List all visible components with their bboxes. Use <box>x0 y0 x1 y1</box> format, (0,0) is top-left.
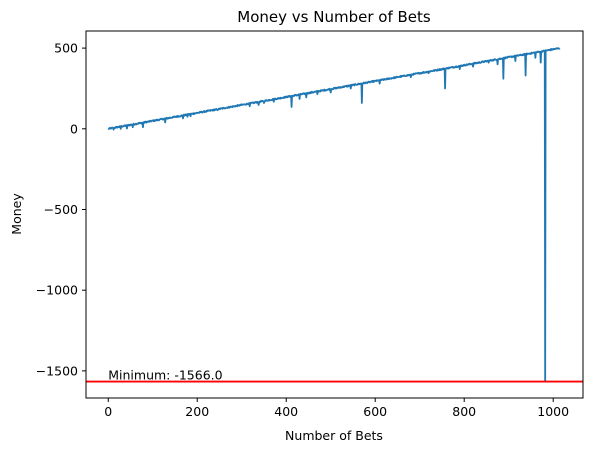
x-axis-ticks: 0 200 400 600 800 1000 <box>104 398 569 419</box>
y-tick-label: −500 <box>44 202 78 217</box>
y-tick-label: −1000 <box>36 283 78 298</box>
y-tick-label: 0 <box>70 121 78 136</box>
x-tick-label: 200 <box>185 404 209 419</box>
plot-frame <box>85 30 584 399</box>
x-tick-label: 800 <box>452 404 476 419</box>
y-axis-label: Money <box>9 193 24 235</box>
y-tick-label: −1500 <box>36 363 78 378</box>
x-tick-label: 400 <box>274 404 298 419</box>
chart-title: Money vs Number of Bets <box>237 8 431 26</box>
x-axis-label: Number of Bets <box>285 428 383 443</box>
y-tick-label: 500 <box>54 41 78 56</box>
x-tick-label: 600 <box>363 404 387 419</box>
series-layer <box>107 47 561 383</box>
series-line-0 <box>107 47 561 383</box>
x-tick-label: 0 <box>104 404 112 419</box>
x-tick-label: 1000 <box>537 404 569 419</box>
y-axis-ticks: 500 0 −500 −1000 −1500 <box>36 41 86 378</box>
minimum-annotation: Minimum: -1566.0 <box>108 368 222 383</box>
